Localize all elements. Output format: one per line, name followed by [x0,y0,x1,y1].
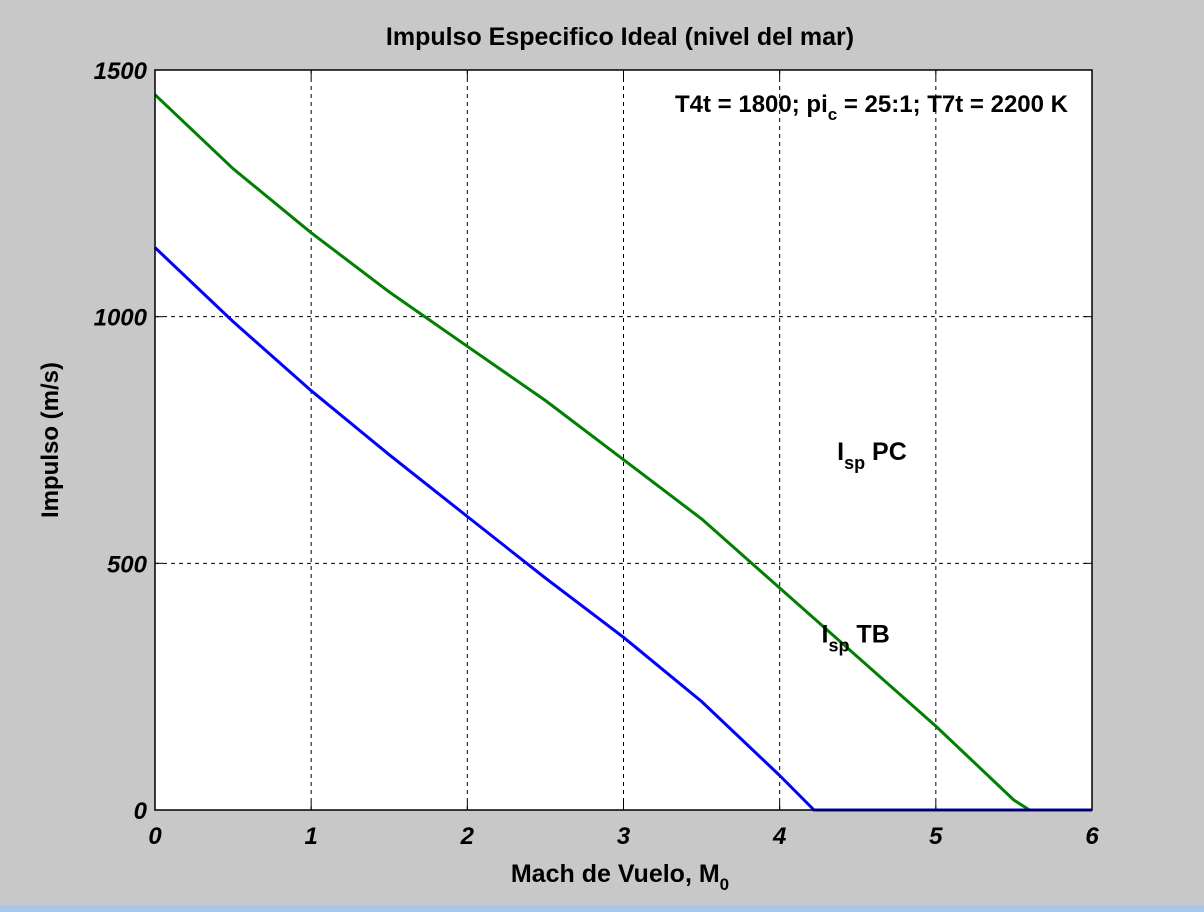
x-tick-label: 5 [929,823,943,850]
x-axis-label-sub: 0 [720,875,729,894]
x-tick-label: 2 [460,823,475,850]
y-tick-label: 1000 [94,305,148,332]
y-tick-label: 0 [134,798,148,825]
y-tick-label: 1500 [94,58,148,85]
series-line-0 [153,93,1092,812]
series-label-sub: sp [828,635,849,655]
series-label-main: I [837,438,844,466]
x-axis-label: Mach de Vuelo, M0 [511,860,729,894]
annotation-part-1: c [828,105,837,124]
x-tick-label: 0 [148,823,162,850]
grid [155,70,1092,810]
series-label-1: Isp TB [822,620,890,655]
x-tick-label: 3 [617,823,631,850]
y-axis-label: Impulso (m/s) [37,362,64,518]
series-label-rest: PC [865,438,907,466]
window-bottom-strip [0,905,1204,912]
annotation-part-0: T4t = 1800; pi [675,91,828,118]
series-label-rest: TB [849,620,889,648]
chart-title: Impulso Especifico Ideal (nivel del mar) [386,23,854,51]
x-axis-label-main: Mach de Vuelo, M [511,860,720,888]
x-tick-label: 1 [304,823,317,850]
ticks [154,69,1093,811]
tick-labels: 0 1 2 3 4 5 6 0 500 1000 1500 [94,58,1100,850]
annotation-text: T4t = 1800; pic = 25:1; T7t = 2200 K [675,91,1069,124]
series-label-sub: sp [844,453,865,473]
annotation-part-2: = 25:1; T7t = 2200 K [837,91,1068,118]
x-tick-label: 6 [1085,823,1099,850]
y-tick-label: 500 [107,551,148,578]
series-label-0: Isp PC [837,438,907,473]
x-tick-label: 4 [772,823,786,850]
series-label-main: I [822,620,829,648]
